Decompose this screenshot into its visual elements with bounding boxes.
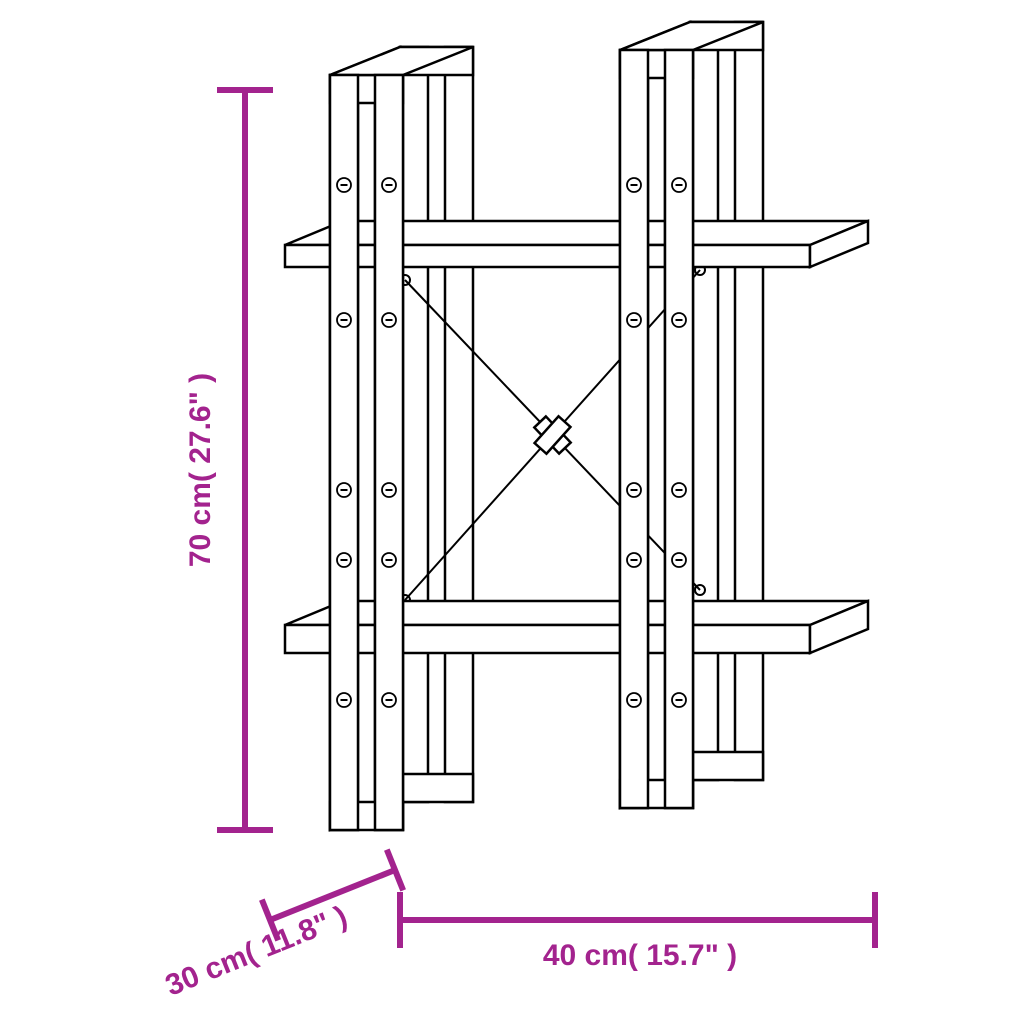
depth-dimension-label: 30 cm( 11.8" )	[161, 900, 352, 1003]
height-dimension-label: 70 cm( 27.6" )	[184, 373, 217, 567]
width-dimension-label: 40 cm( 15.7" )	[543, 939, 737, 972]
